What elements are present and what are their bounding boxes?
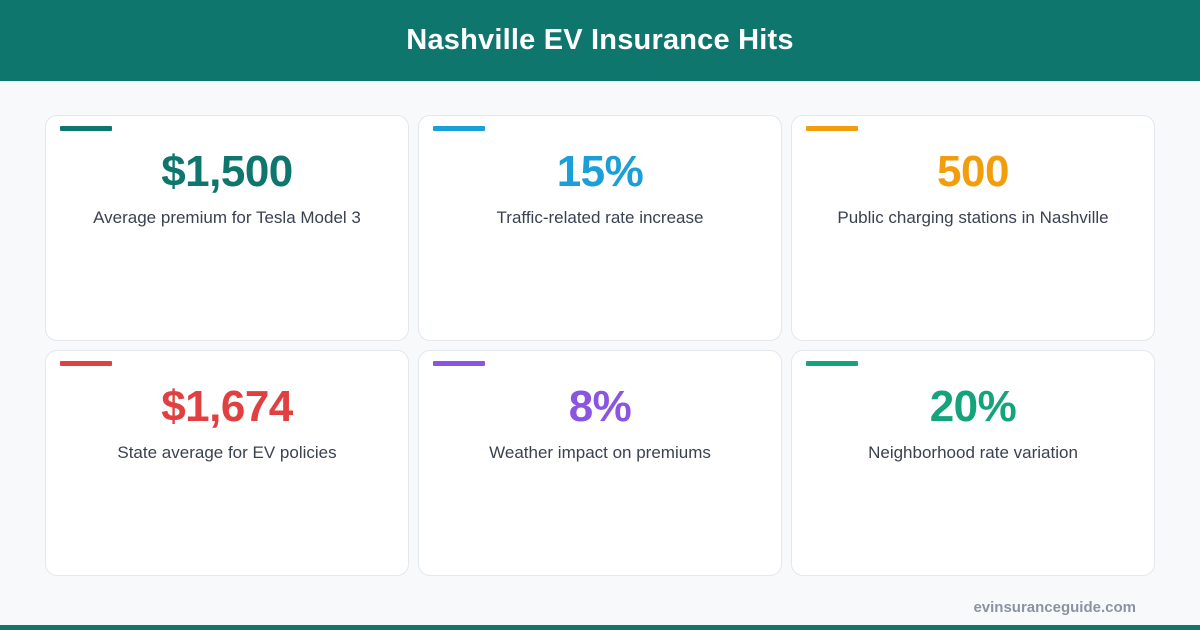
- stat-card: $1,674 State average for EV policies: [45, 350, 409, 576]
- card-accent-bar: [60, 126, 112, 131]
- header-banner: Nashville EV Insurance Hits: [0, 0, 1200, 81]
- footer-bar: [0, 625, 1200, 630]
- stat-label: Weather impact on premiums: [489, 443, 711, 462]
- stat-label: State average for EV policies: [117, 443, 337, 462]
- stat-value: 500: [937, 147, 1009, 196]
- stat-card: 15% Traffic-related rate increase: [418, 115, 782, 341]
- page-title: Nashville EV Insurance Hits: [406, 24, 794, 56]
- stat-label: Traffic-related rate increase: [496, 208, 704, 227]
- stat-card: 20% Neighborhood rate variation: [791, 350, 1155, 576]
- stat-card: 500 Public charging stations in Nashvill…: [791, 115, 1155, 341]
- card-accent-bar: [433, 361, 485, 366]
- stat-label: Neighborhood rate variation: [868, 443, 1078, 462]
- stats-grid: $1,500 Average premium for Tesla Model 3…: [45, 115, 1155, 576]
- stat-card: 8% Weather impact on premiums: [418, 350, 782, 576]
- stat-label: Public charging stations in Nashville: [837, 208, 1109, 227]
- stat-value: $1,500: [161, 147, 293, 196]
- stat-label: Average premium for Tesla Model 3: [93, 208, 361, 227]
- footer-site-link[interactable]: evinsuranceguide.com: [973, 599, 1136, 616]
- stat-card: $1,500 Average premium for Tesla Model 3: [45, 115, 409, 341]
- stat-value: $1,674: [161, 382, 293, 431]
- card-accent-bar: [60, 361, 112, 366]
- stat-value: 15%: [556, 147, 644, 196]
- card-accent-bar: [806, 126, 858, 131]
- card-accent-bar: [433, 126, 485, 131]
- card-accent-bar: [806, 361, 858, 366]
- stat-value: 8%: [568, 382, 632, 431]
- stat-value: 20%: [929, 382, 1017, 431]
